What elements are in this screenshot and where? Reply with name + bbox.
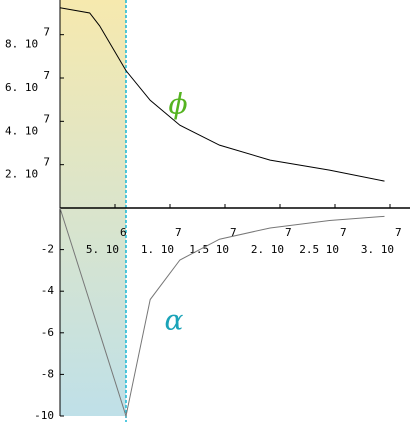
x-tick-label: 1. 10 (141, 243, 174, 256)
x-tick-exponent: 6 (120, 226, 127, 239)
y2-tick-label: 8. 10 (5, 38, 38, 51)
x-tick-label: 1.5 10 (189, 243, 229, 256)
y2-tick-label: 6. 10 (5, 81, 38, 94)
y-tick-label: -8 (41, 367, 54, 380)
series-label: ϕ (168, 88, 187, 121)
y2-tick-exponent: 7 (43, 156, 50, 169)
x-tick-exponent: 7 (285, 226, 292, 239)
series-label: α (165, 304, 184, 337)
y-tick-label: -10 (34, 409, 54, 422)
y2-tick-exponent: 7 (43, 69, 50, 82)
y2-tick-exponent: 7 (43, 26, 50, 39)
series-line (59, 7, 385, 182)
x-tick-exponent: 7 (175, 226, 182, 239)
series-line (59, 207, 385, 418)
x-tick-label: 2. 10 (251, 243, 284, 256)
y2-tick-exponent: 7 (43, 112, 50, 125)
y-tick-label: -4 (41, 284, 55, 297)
y-tick-label: -2 (41, 243, 54, 256)
x-tick-exponent: 7 (230, 226, 237, 239)
x-tick-exponent: 7 (395, 226, 402, 239)
y2-tick-label: 4. 10 (5, 124, 38, 137)
x-tick-exponent: 7 (340, 226, 347, 239)
x-tick-label: 5. 10 (86, 243, 119, 256)
y2-tick-label: 2. 10 (5, 168, 38, 181)
y-tick-label: -6 (41, 326, 54, 339)
x-tick-label: 3. 10 (361, 243, 394, 256)
x-tick-label: 2.5 10 (299, 243, 339, 256)
